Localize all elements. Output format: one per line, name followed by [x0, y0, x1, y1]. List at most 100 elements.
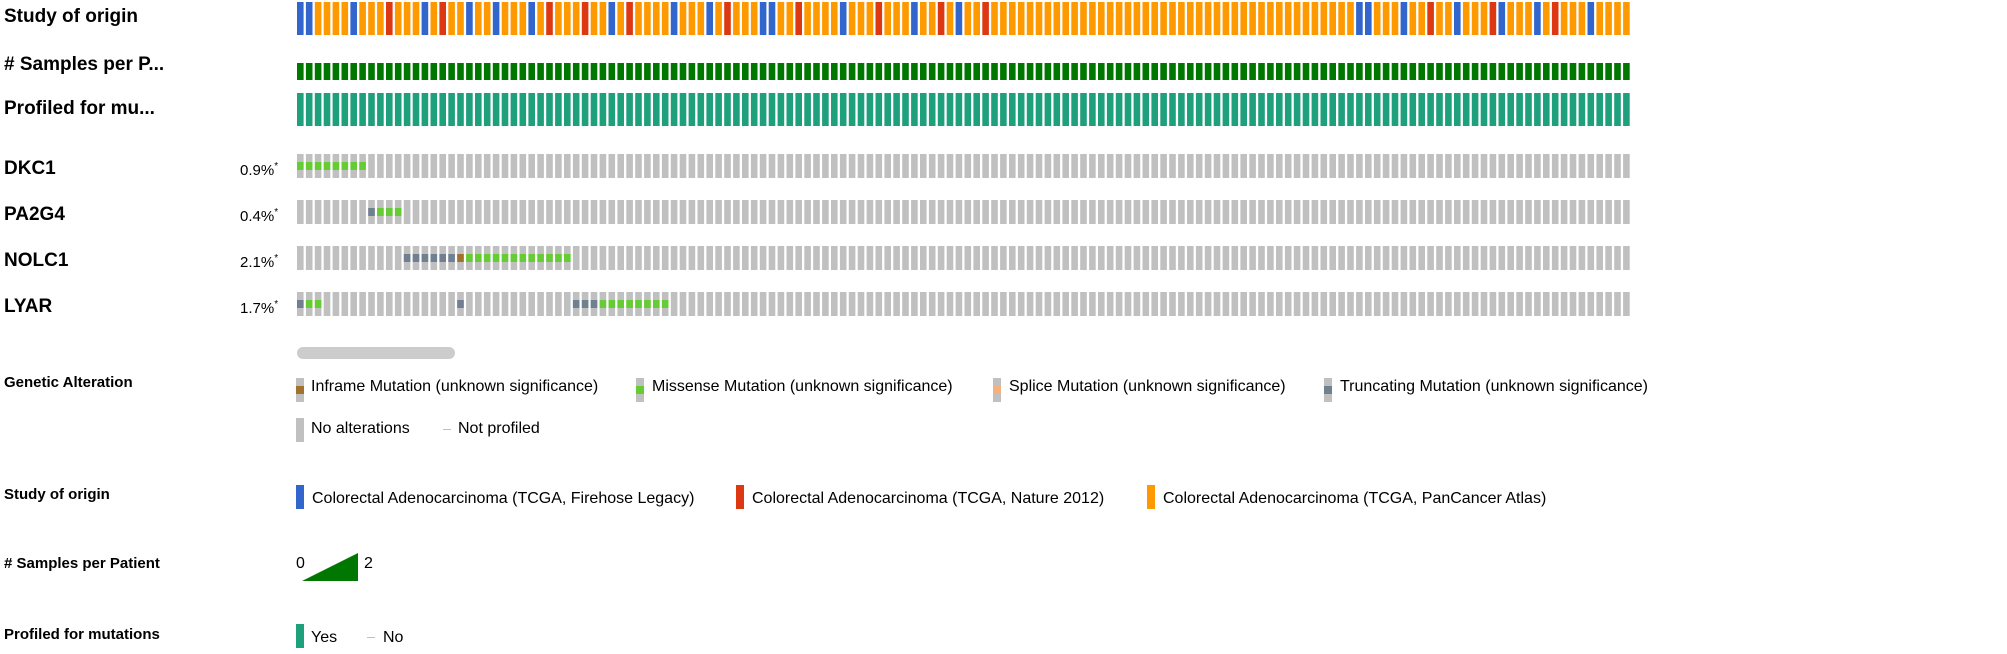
oncoprint-cell	[1338, 292, 1345, 316]
oncoprint-cell	[1062, 154, 1069, 178]
study-cell	[314, 2, 322, 35]
oncoprint-cell	[777, 154, 785, 178]
study-cell	[1213, 2, 1221, 35]
oncoprint-cell	[1293, 200, 1301, 224]
gene-label-pa2g4[interactable]: PA2G4	[4, 204, 65, 225]
oncoprint-cell	[599, 200, 607, 224]
profiled-cell	[759, 93, 767, 126]
samples-cell	[1391, 63, 1399, 80]
gene-label-dkc1[interactable]: DKC1	[4, 158, 56, 179]
oncoprint-cell	[1525, 292, 1532, 316]
oncoprint-cell	[644, 246, 651, 270]
samples-cell	[1623, 63, 1630, 80]
samples-cell	[1471, 63, 1479, 80]
oncoprint-cell	[439, 292, 446, 316]
gene-label-lyar[interactable]: LYAR	[4, 296, 53, 317]
oncoprint-cell	[1071, 200, 1078, 224]
legend-title-samples-per-patient: # Samples per Patient	[4, 555, 160, 572]
study-cell	[946, 2, 954, 35]
profiled-cell	[902, 93, 909, 126]
study-cell	[964, 2, 972, 35]
study-cell	[911, 2, 918, 35]
oncoprint-cell	[670, 292, 678, 316]
oncoprint-cell	[1249, 292, 1256, 316]
samples-cell	[991, 63, 998, 80]
samples-cell	[1053, 63, 1061, 80]
oncoprint-cell	[581, 200, 589, 224]
study-cell	[1071, 2, 1078, 35]
study-cell	[1347, 2, 1354, 35]
legend-title-study-of-origin: Study of origin	[4, 486, 110, 503]
profiled-cell	[1053, 93, 1061, 126]
oncoprint-cell	[1222, 200, 1230, 224]
study-cell	[1587, 2, 1595, 35]
oncoprint-cell	[1409, 200, 1417, 224]
profiled-cell	[1089, 93, 1096, 126]
samples-cell	[1445, 63, 1452, 80]
oncoprint-cell	[661, 200, 669, 224]
oncoprint-cell	[750, 200, 758, 224]
study-cell	[1115, 2, 1123, 35]
oncoprint-cell	[848, 246, 856, 270]
profiled-cell	[590, 93, 598, 126]
oncoprint-cell	[1053, 200, 1061, 224]
samples-cell	[1302, 63, 1310, 80]
oncoprint-cell	[875, 154, 883, 178]
oncoprint-cell	[715, 200, 722, 224]
profiled-cell	[305, 93, 313, 126]
oncoprint-cell	[1151, 292, 1158, 316]
gene-label-nolc1[interactable]: NOLC1	[4, 250, 69, 271]
profiled-cell	[884, 93, 891, 126]
study-cell	[368, 2, 375, 35]
study-cell	[466, 2, 473, 35]
oncoprint-cell	[1187, 292, 1194, 316]
oncoprint-cell	[412, 154, 420, 178]
oncoprint-cell	[1160, 246, 1167, 270]
profiled-cell	[439, 93, 446, 126]
profiled-cell	[1249, 93, 1256, 126]
oncoprint-cell	[982, 246, 989, 270]
samples-cell	[1373, 63, 1381, 80]
profiled-cell	[386, 93, 393, 126]
samples-cell	[982, 63, 989, 80]
oncoprint-cell	[1249, 154, 1256, 178]
legend-item-no-alterations: No alterations	[311, 420, 410, 437]
study-cell	[1418, 2, 1425, 35]
samples-cell	[946, 63, 954, 80]
oncoprint-cell	[564, 292, 571, 316]
profiled-cell	[466, 93, 473, 126]
gene-pct-dkc1: 0.9%*	[240, 161, 279, 179]
oncoprint-cell	[937, 292, 945, 316]
study-cell	[653, 2, 660, 35]
study-cell	[1195, 2, 1203, 35]
oncoprint-cell	[537, 292, 544, 316]
oncoprint-cell	[795, 292, 802, 316]
legend-item-not-profiled: Not profiled	[458, 420, 540, 437]
oncoprint-cell	[1195, 292, 1203, 316]
oncoprint-cell	[1498, 292, 1506, 316]
study-cell	[635, 2, 642, 35]
oncoprint-cell	[1080, 292, 1087, 316]
study-cell	[804, 2, 811, 35]
oncoprint-cell	[1516, 292, 1523, 316]
profiled-cell	[1276, 93, 1283, 126]
profiled-cell	[457, 93, 464, 126]
oncoprint-cell	[1044, 246, 1052, 270]
horizontal-scrollbar[interactable]	[297, 347, 455, 359]
oncoprint-cell	[724, 154, 731, 178]
oncoprint-cell	[1409, 154, 1417, 178]
profiled-cell	[804, 93, 811, 126]
study-cell	[564, 2, 571, 35]
study-cell	[377, 2, 384, 35]
oncoprint-cell	[786, 154, 794, 178]
oncoprint-cell	[590, 246, 598, 270]
profiled-cell	[1231, 93, 1239, 126]
legend-item-missense: Missense Mutation (unknown significance)	[652, 378, 953, 395]
study-cell	[323, 2, 331, 35]
oncoprint-cell	[430, 200, 438, 224]
oncoprint-cell	[1454, 200, 1461, 224]
study-cell	[430, 2, 438, 35]
oncoprint-cell	[546, 154, 553, 178]
samples-cell	[332, 63, 340, 80]
profiled-cell	[920, 93, 927, 126]
